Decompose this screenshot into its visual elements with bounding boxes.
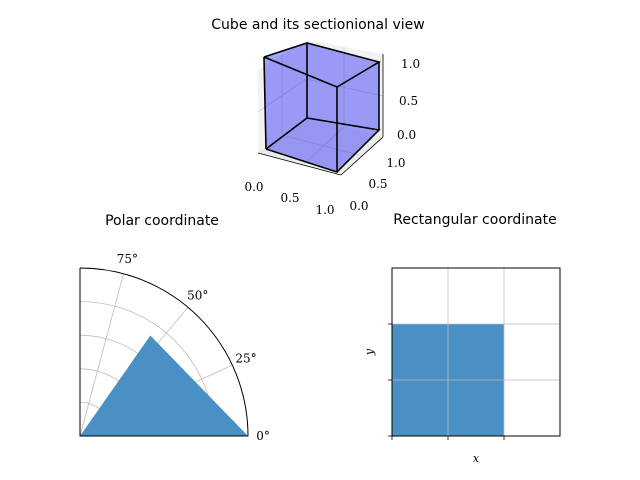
polar-title: Polar coordinate bbox=[105, 213, 219, 229]
cube-subplot: Cube and its sectionional view bbox=[211, 17, 424, 217]
rect-ticks bbox=[388, 323, 505, 440]
polar-theta-tick-0: 0° bbox=[256, 429, 270, 443]
polar-frame bbox=[79, 267, 249, 437]
cube-x-tick-2: 1.0 bbox=[315, 203, 334, 217]
cube-z-tick-1: 0.5 bbox=[399, 94, 418, 108]
rect-ylabel: y bbox=[363, 348, 376, 356]
cube-edges bbox=[263, 42, 382, 173]
cube-x-tick-0: 0.0 bbox=[244, 180, 263, 194]
cube-z-tick-2: 1.0 bbox=[401, 57, 420, 71]
cube-y-tick-1: 0.5 bbox=[368, 177, 387, 191]
polar-subplot: Polar coordinate 0° 25° 50° 75° bbox=[79, 213, 270, 443]
polar-filled-region bbox=[80, 335, 248, 436]
cube-x-tick-1: 0.5 bbox=[280, 191, 299, 205]
polar-theta-tick-25: 25° bbox=[235, 352, 256, 366]
rect-title: Rectangular coordinate bbox=[393, 212, 556, 228]
cube-y-tick-2: 1.0 bbox=[386, 156, 405, 170]
polar-theta-gridline-75 bbox=[79, 273, 124, 437]
polar-theta-tick-50: 50° bbox=[187, 289, 208, 303]
rect-grid bbox=[392, 268, 560, 436]
polar-theta-tick-75: 75° bbox=[117, 252, 138, 266]
cube-faces bbox=[264, 43, 379, 172]
cube-title: Cube and its sectionional view bbox=[211, 17, 424, 33]
rect-xlabel: x bbox=[473, 452, 480, 465]
cube-z-tick-0: 0.0 bbox=[397, 128, 416, 142]
rect-subplot: Rectangular coordinate x y bbox=[363, 212, 561, 465]
cube-grid bbox=[257, 47, 384, 165]
cube-axes bbox=[257, 54, 384, 176]
rect-frame bbox=[391, 267, 561, 437]
cube-y-tick-0: 0.0 bbox=[349, 199, 368, 213]
